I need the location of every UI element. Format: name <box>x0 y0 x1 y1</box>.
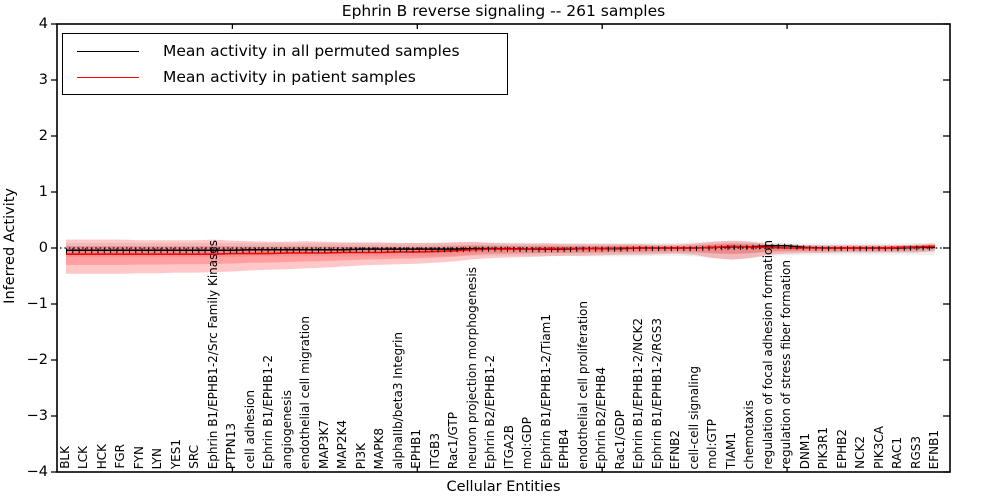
legend-label-permuted: Mean activity in all permuted samples <box>163 42 460 60</box>
x-tick-label: YES1 <box>168 438 183 469</box>
x-tick-label: MAP2K4 <box>335 420 350 469</box>
x-tick-label: EFNB2 <box>668 429 683 469</box>
x-tick-label: RAC1 <box>890 437 905 469</box>
permuted-band-outer <box>66 240 935 260</box>
x-tick-label: PIK3CA <box>871 426 886 469</box>
patient-band-inner <box>66 243 935 265</box>
x-tick-label: cell-cell signaling <box>686 365 701 470</box>
x-tick-label: cell adhesion <box>242 390 257 469</box>
x-tick-label: FYN <box>131 445 146 469</box>
legend-label-patient: Mean activity in patient samples <box>163 68 416 86</box>
x-tick-label: endothelial cell proliferation <box>575 300 590 469</box>
legend: Mean activity in all permuted samples Me… <box>62 33 508 95</box>
x-tick-label: regulation of focal adhesion formation <box>760 239 775 469</box>
x-tick-label: LCK <box>76 446 91 469</box>
x-tick-label: EFNB1 <box>927 429 941 469</box>
x-tick-label: LYN <box>150 447 165 469</box>
x-axis-label: Cellular Entities <box>446 479 561 495</box>
x-tick-label: MAP3K7 <box>316 420 331 469</box>
x-tick-label: mol:GDP <box>520 416 535 469</box>
legend-line-patient-icon <box>77 76 139 78</box>
chart-title: Ephrin B reverse signaling -- 261 sample… <box>341 2 666 20</box>
x-tick-label: Rac1/GDP <box>612 409 627 469</box>
y-tick-label: −2 <box>26 352 48 368</box>
x-tick-label: RGS3 <box>908 436 923 469</box>
x-tick-label: BLK <box>58 446 72 469</box>
x-tick-label: ITGB3 <box>427 432 442 469</box>
x-tick-label: Ephrin B2/EPHB1-2 <box>483 354 498 469</box>
x-tick-label: Rac1/GTP <box>446 411 461 469</box>
x-tick-label: mol:GTP <box>705 419 720 469</box>
y-tick-label: 0 <box>38 240 48 256</box>
x-tick-label: Ephrin B1/EPHB1-2 <box>261 354 276 469</box>
x-tick-label: Ephrin B1/EPHB1-2/RGS3 <box>649 317 664 469</box>
x-tick-label: EPHB1 <box>409 429 424 469</box>
x-tick-label: HCK <box>94 443 109 469</box>
patient-mean-line <box>66 245 936 255</box>
x-tick-label: Ephrin B1/EPHB1-2/Src Family Kinases <box>205 239 220 469</box>
y-tick-label: 3 <box>38 72 48 88</box>
y-tick-label: −4 <box>26 464 48 480</box>
y-tick-label: 1 <box>38 184 48 200</box>
x-tick-label: MAPK8 <box>372 427 387 469</box>
x-tick-label: Ephrin B1/EPHB1-2/Tiam1 <box>538 313 553 469</box>
x-tick-label: NCK2 <box>853 436 868 469</box>
legend-line-permuted-icon <box>77 50 139 52</box>
x-tick-label: chemotaxis <box>742 399 757 469</box>
x-tick-label: EPHB2 <box>834 429 849 469</box>
x-tick-label: PIK3R1 <box>816 426 831 469</box>
x-tick-label: FGR <box>113 444 128 469</box>
y-tick-label: −1 <box>26 296 48 312</box>
legend-item-permuted: Mean activity in all permuted samples <box>77 42 507 60</box>
y-tick-label: 4 <box>38 16 48 32</box>
x-tick-label: alphaIIb/beta3 Integrin <box>390 331 405 469</box>
x-tick-label: TIAM1 <box>723 431 738 469</box>
x-tick-label: PI3K <box>353 442 368 469</box>
y-tick-label: 2 <box>38 128 48 144</box>
x-tick-label: Ephrin B2/EPHB4 <box>594 366 609 469</box>
x-tick-label: EPHB4 <box>557 429 572 469</box>
x-tick-label: ITGA2B <box>501 424 516 469</box>
x-tick-label: regulation of stress fiber formation <box>779 259 794 469</box>
x-tick-label: Ephrin B1/EPHB1-2/NCK2 <box>631 318 646 469</box>
legend-item-patient: Mean activity in patient samples <box>77 68 507 86</box>
x-tick-label: SRC <box>187 445 202 469</box>
x-tick-label: PTPN13 <box>224 422 239 469</box>
x-tick-label: angiogenesis <box>279 389 294 469</box>
x-tick-label: neuron projection morphogenesis <box>464 266 479 469</box>
patient-band-outer <box>66 239 935 274</box>
x-tick-label: DNM1 <box>797 432 812 469</box>
x-tick-label: endothelial cell migration <box>298 315 313 469</box>
y-tick-label: −3 <box>26 408 48 424</box>
